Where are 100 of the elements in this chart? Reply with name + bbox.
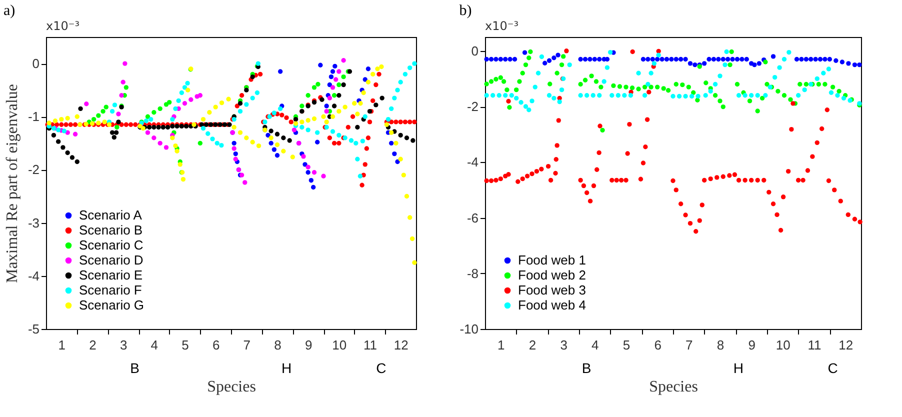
y-tick-label: -10 <box>460 322 478 336</box>
point <box>244 102 249 107</box>
point <box>341 58 346 63</box>
point <box>233 156 238 162</box>
point <box>206 131 210 136</box>
point <box>330 129 336 134</box>
point <box>232 146 236 151</box>
point <box>306 164 310 170</box>
point <box>386 116 391 122</box>
x-tick-label: 11 <box>364 338 377 352</box>
point <box>324 108 329 114</box>
x-tick-label: 7 <box>686 338 693 352</box>
point <box>214 140 220 146</box>
y-tick-label: -8 <box>466 266 478 281</box>
point <box>336 132 342 138</box>
x-axis-title: Species <box>207 378 256 396</box>
point <box>312 85 317 90</box>
text: B <box>582 360 592 376</box>
point <box>152 136 156 140</box>
point <box>362 114 368 119</box>
point <box>328 74 334 80</box>
chart-title: a) <box>3 3 16 19</box>
text: H <box>733 360 744 376</box>
text: x10⁻³ <box>485 19 519 33</box>
y-tick-label: -2 <box>466 99 478 114</box>
point <box>272 147 277 152</box>
text: B <box>130 360 140 376</box>
point <box>362 77 368 82</box>
x-tick-label: 3 <box>120 338 128 352</box>
point <box>318 62 323 68</box>
point <box>145 114 150 119</box>
point <box>110 108 115 114</box>
point <box>302 162 308 167</box>
point <box>250 96 255 100</box>
point <box>91 116 96 122</box>
point <box>144 118 149 124</box>
point <box>182 101 188 106</box>
point <box>412 61 417 66</box>
point <box>266 132 270 138</box>
point <box>348 138 354 143</box>
legend-label: Scenario D <box>79 252 144 268</box>
point <box>402 72 408 77</box>
point <box>120 80 126 84</box>
point <box>114 124 120 130</box>
point <box>268 140 274 146</box>
point <box>200 126 206 131</box>
point <box>392 151 397 156</box>
point <box>388 106 394 112</box>
point <box>179 90 184 96</box>
point <box>188 97 194 102</box>
x-tick-label: 2 <box>89 338 96 352</box>
point <box>100 108 106 114</box>
legend-label: Scenario G <box>79 298 144 312</box>
x-tick-label: 6 <box>212 338 220 352</box>
point <box>278 106 283 112</box>
point <box>233 151 238 156</box>
point <box>330 69 336 74</box>
text: C <box>828 360 838 376</box>
point <box>122 61 128 66</box>
legend-label: Scenario C <box>79 238 144 252</box>
point <box>314 130 320 135</box>
point <box>164 145 169 150</box>
point <box>306 128 310 132</box>
legend-label: Scenario F <box>79 282 142 298</box>
x-tick-label: 6 <box>654 338 662 352</box>
point <box>170 116 175 122</box>
point <box>300 124 304 130</box>
point <box>327 96 332 100</box>
point <box>301 154 306 159</box>
y-tick-label: -6 <box>466 210 478 226</box>
point <box>354 140 358 146</box>
point <box>332 93 337 98</box>
y-axis-title: Maximal Re part of eigenvalue <box>4 84 21 284</box>
point <box>152 110 156 115</box>
point <box>84 102 89 106</box>
point <box>316 82 320 87</box>
point <box>104 104 108 110</box>
x-tick-label: 3 <box>560 338 568 352</box>
x-tick-label: 9 <box>304 338 312 352</box>
legend-label: Food web 4 <box>518 298 586 312</box>
x-tick-label: 5 <box>622 338 630 352</box>
point <box>321 174 326 178</box>
point <box>56 128 61 132</box>
point <box>62 128 67 134</box>
chart-title: b) <box>459 3 472 19</box>
x-tick-label: 12 <box>838 338 854 352</box>
x-tick-label: 1 <box>58 338 66 352</box>
point <box>300 104 304 108</box>
legend-label: Scenario B <box>79 222 143 238</box>
x-tick-label: 2 <box>528 338 536 352</box>
point <box>327 82 332 88</box>
point <box>407 65 412 70</box>
point <box>176 98 181 104</box>
point <box>278 69 283 74</box>
x-tick-label: 9 <box>748 338 756 352</box>
point <box>336 69 342 74</box>
point <box>158 106 162 112</box>
point <box>312 170 317 175</box>
point <box>366 66 371 72</box>
x-axis-title: Species <box>649 378 698 396</box>
